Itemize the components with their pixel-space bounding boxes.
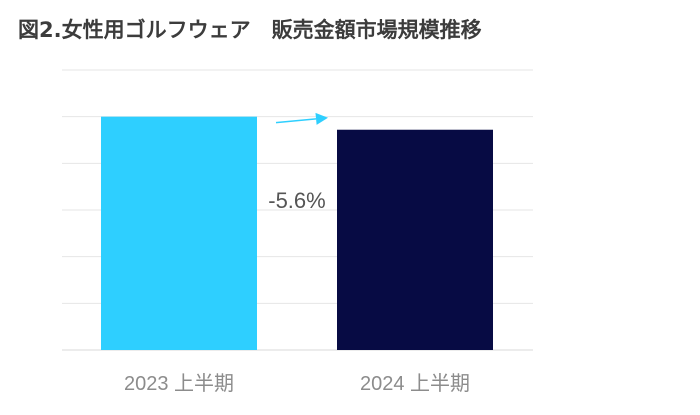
x-tick-label: 2024 上半期 bbox=[360, 372, 470, 395]
annotations: -5.6% bbox=[268, 112, 328, 213]
bars bbox=[101, 116, 493, 351]
bar-2 bbox=[337, 129, 493, 350]
change-arrow-head bbox=[315, 112, 328, 125]
category-labels: 2023 上半期 2024 上半期 bbox=[124, 372, 470, 395]
change-arrow bbox=[275, 118, 317, 124]
x-tick-label: 2023 上半期 bbox=[124, 372, 234, 395]
bar-1 bbox=[101, 116, 257, 351]
change-label: -5.6% bbox=[268, 188, 325, 213]
chart-title: 図2.女性用ゴルフウェア 販売金額市場規模推移 bbox=[18, 18, 482, 42]
